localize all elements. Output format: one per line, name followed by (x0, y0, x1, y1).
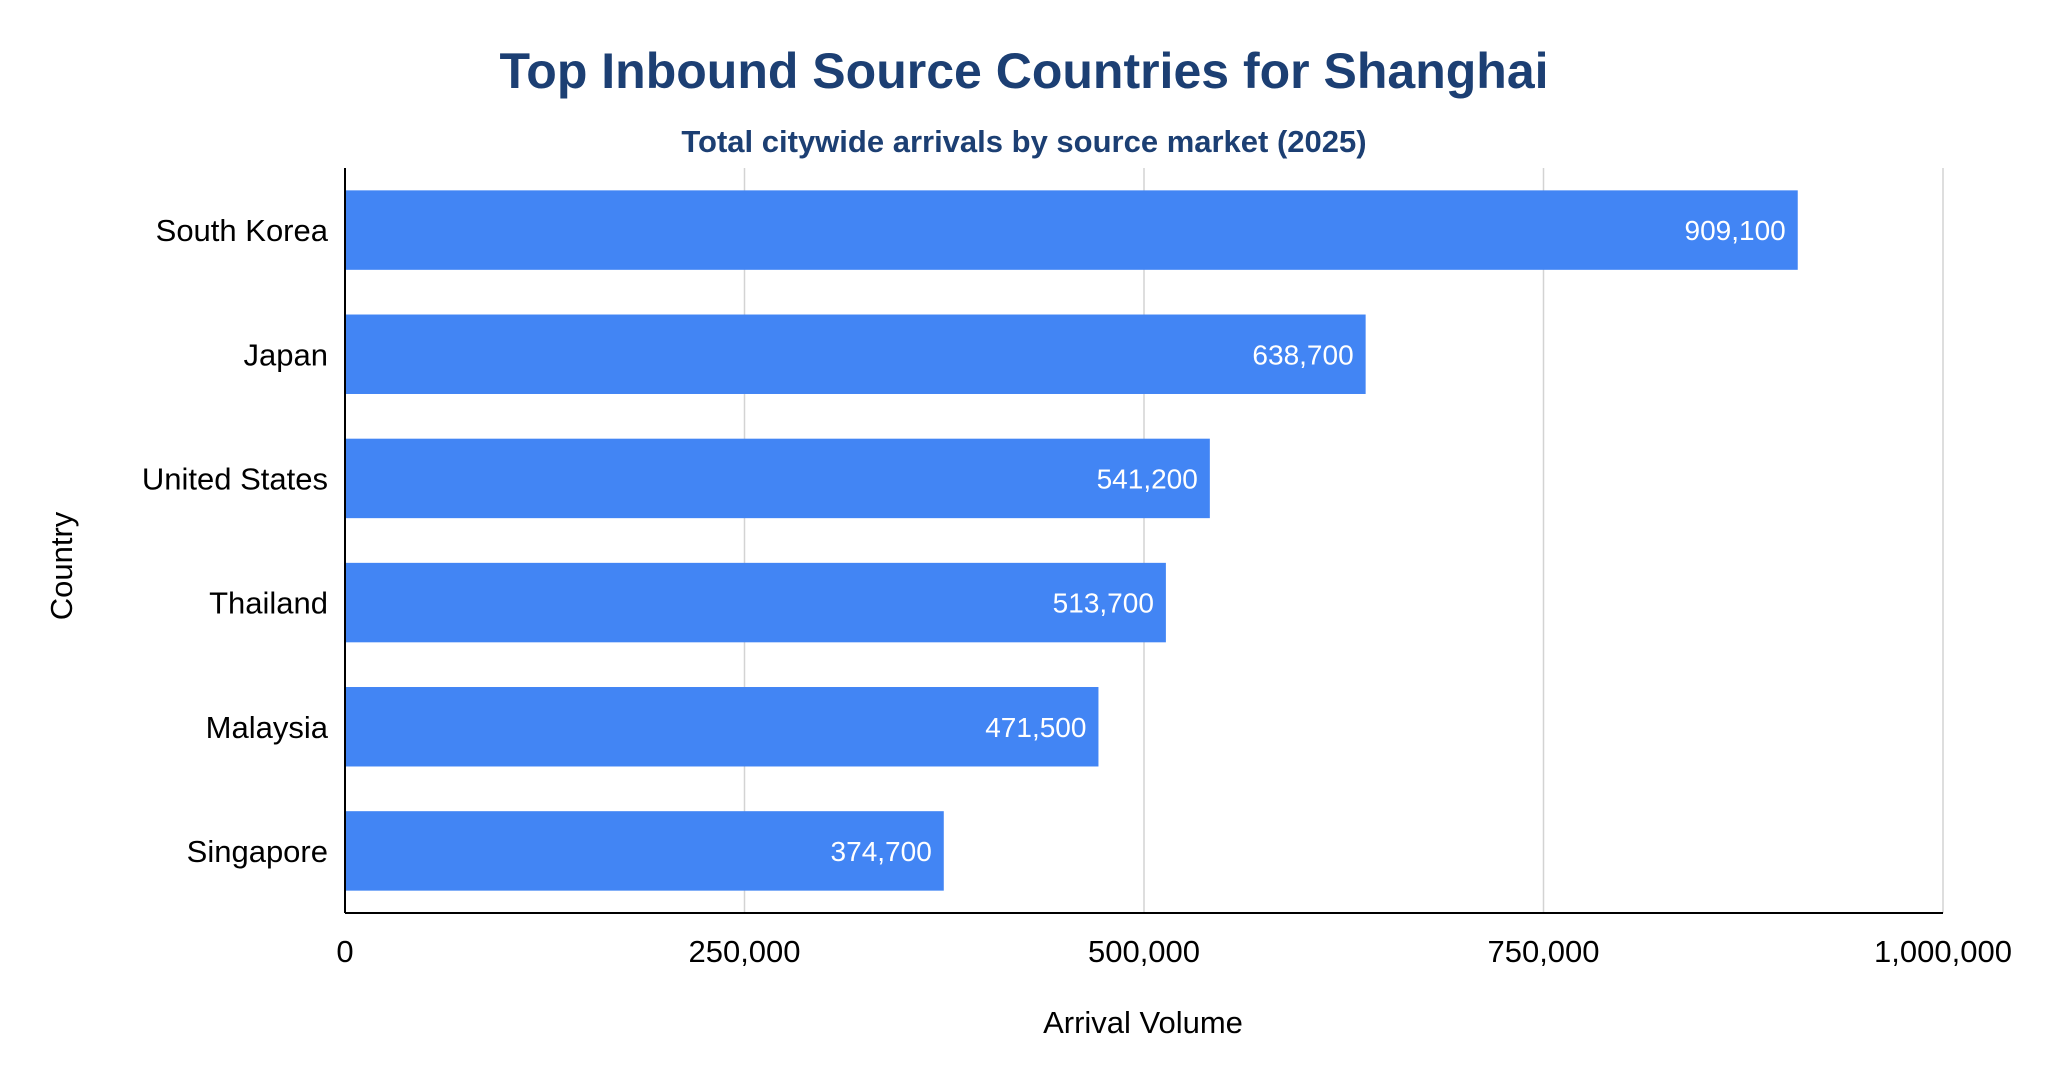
bars (345, 190, 1798, 891)
x-tick-label: 250,000 (688, 934, 800, 969)
bar (345, 314, 1366, 394)
category-label: Thailand (209, 586, 328, 621)
x-tick-label: 0 (336, 934, 353, 969)
bar (345, 438, 1210, 519)
bar-value-label: 374,700 (831, 836, 932, 867)
x-tick-label: 1,000,000 (1874, 934, 2012, 969)
chart-subtitle: Total citywide arrivals by source market… (681, 124, 1366, 159)
labels: 909,100 South Korea 638,700 Japan 541,200 Uni… (142, 213, 2012, 969)
bar-value-label: 513,700 (1053, 588, 1154, 619)
bar-value-label: 909,100 (1685, 215, 1786, 246)
y-axis-title: Country (44, 511, 79, 620)
category-label: United States (142, 461, 328, 496)
gridlines (743, 168, 1944, 913)
bar-value-label: 541,200 (1097, 463, 1198, 494)
x-tick-label: 750,000 (1487, 934, 1599, 969)
x-axis-title: Arrival Volume (1043, 1005, 1243, 1040)
bar (345, 687, 1099, 767)
category-label: Japan (244, 337, 328, 372)
axes (344, 168, 1943, 914)
category-label: Malaysia (206, 710, 329, 745)
x-tick-label: 500,000 (1088, 934, 1200, 969)
bar (345, 811, 944, 891)
bar (345, 562, 1166, 643)
category-label: South Korea (156, 213, 329, 248)
bar-value-label: 471,500 (985, 712, 1086, 743)
category-label: Singapore (187, 834, 328, 869)
bar (345, 190, 1798, 270)
bar-value-label: 638,700 (1252, 339, 1353, 370)
chart-title: Top Inbound Source Countries for Shangha… (499, 43, 1548, 99)
